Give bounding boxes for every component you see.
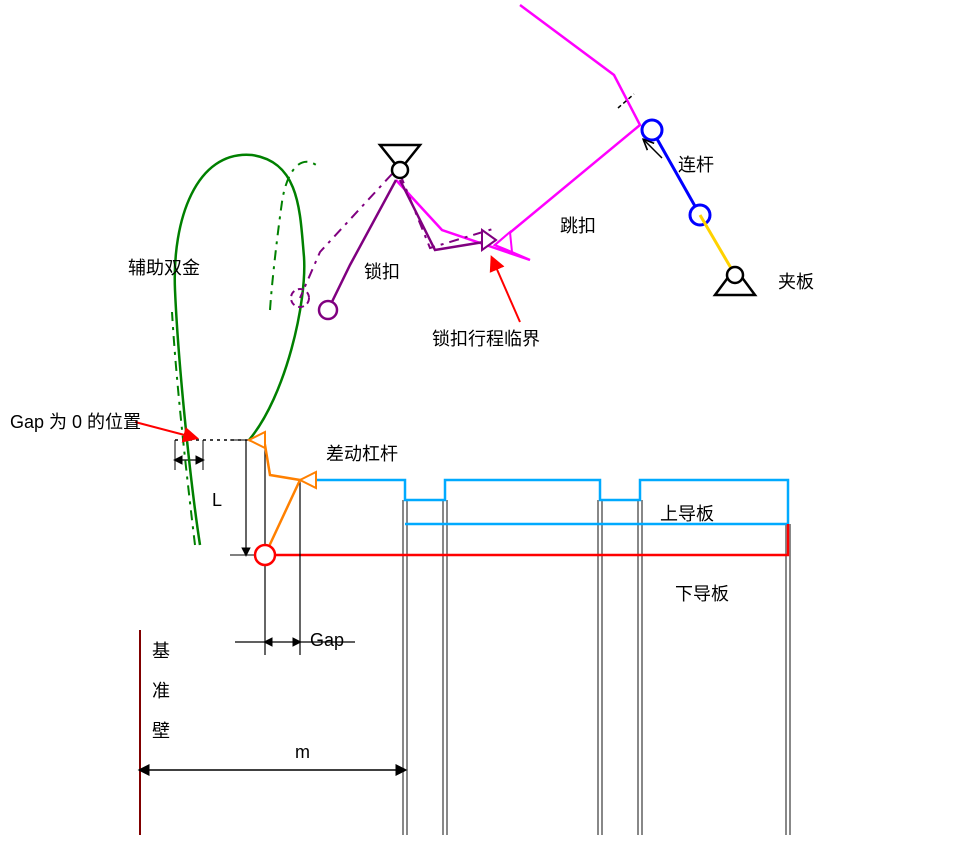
upper-plate bbox=[300, 480, 788, 524]
label-clamp: 夹板 bbox=[778, 268, 814, 294]
diagram-stage: 辅助双金 锁扣 跳扣 连杆 夹板 锁扣行程临界 Gap 为 0 的位置 差动杠杆… bbox=[0, 0, 954, 851]
label-L: L bbox=[212, 490, 222, 511]
label-m: m bbox=[295, 742, 310, 763]
lock-purple bbox=[328, 180, 496, 310]
label-lower-plate: 下导板 bbox=[675, 580, 729, 606]
label-upper-plate: 上导板 bbox=[660, 500, 714, 526]
diff-lever bbox=[249, 440, 300, 555]
label-lock-critical: 锁扣行程临界 bbox=[432, 325, 540, 351]
trip-magenta bbox=[396, 5, 640, 260]
label-Gap: Gap bbox=[310, 630, 344, 651]
diff-pivot bbox=[255, 545, 275, 565]
label-ref-wall-1: 基 bbox=[152, 640, 170, 663]
label-lock: 锁扣 bbox=[364, 258, 400, 284]
fixed-pivot bbox=[380, 145, 420, 178]
label-trip: 跳扣 bbox=[560, 212, 596, 238]
clamp-pivot bbox=[715, 267, 755, 295]
pin-top bbox=[642, 120, 662, 140]
lower-plate bbox=[265, 524, 788, 555]
label-diff-lever: 差动杠杆 bbox=[326, 440, 398, 466]
diagram-svg bbox=[0, 0, 954, 851]
link-yellow bbox=[700, 215, 735, 275]
grey-rails bbox=[403, 500, 790, 835]
aux-bimetal bbox=[175, 155, 305, 545]
label-ref-wall-3: 壁 bbox=[152, 720, 170, 743]
label-gap-zero: Gap 为 0 的位置 bbox=[10, 408, 141, 434]
lock-critical-arrow bbox=[492, 258, 520, 322]
label-ref-wall-2: 准 bbox=[152, 680, 170, 703]
label-aux-bimetal: 辅助双金 bbox=[128, 254, 200, 280]
label-link: 连杆 bbox=[678, 151, 714, 177]
